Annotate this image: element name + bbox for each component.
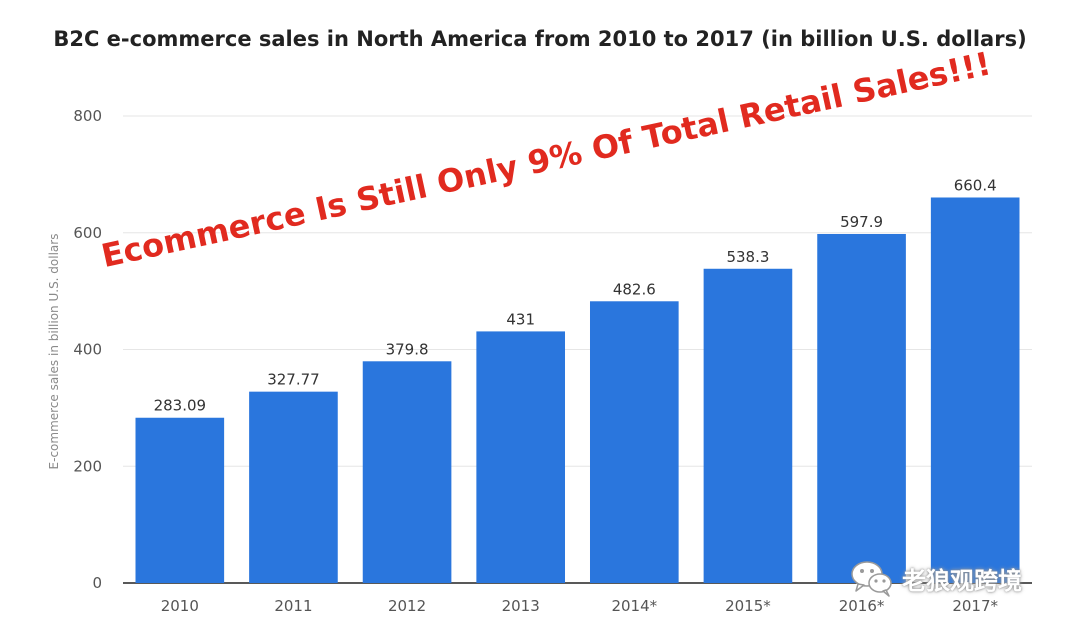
data-label: 538.3 xyxy=(726,248,769,266)
x-tick-label: 2015* xyxy=(725,597,771,615)
y-tick-label: 600 xyxy=(73,224,102,242)
bar xyxy=(930,197,1020,583)
data-label: 379.8 xyxy=(386,340,429,358)
data-label: 597.9 xyxy=(840,213,883,231)
bar xyxy=(589,301,679,583)
y-tick-label: 400 xyxy=(73,341,102,359)
data-label: 482.6 xyxy=(613,280,656,298)
data-label: 431 xyxy=(506,310,535,328)
bar xyxy=(703,268,793,583)
bar xyxy=(362,361,452,583)
x-tick-label: 2010 xyxy=(161,597,199,615)
x-tick-label: 2013 xyxy=(502,597,540,615)
x-tick-label: 2012 xyxy=(388,597,426,615)
y-tick-label: 0 xyxy=(92,574,102,592)
watermark-text: 老狼观跨境 xyxy=(902,566,1022,595)
x-tick-label: 2017* xyxy=(952,597,998,615)
data-label: 660.4 xyxy=(954,176,997,194)
bar xyxy=(249,391,338,583)
x-tick-label: 2016* xyxy=(839,597,885,615)
y-axis-title: E-commerce sales in billion U.S. dollars xyxy=(47,234,61,470)
y-tick-label: 200 xyxy=(73,457,102,475)
data-label: 283.09 xyxy=(154,397,207,415)
bar xyxy=(476,331,566,583)
data-label: 327.77 xyxy=(267,371,320,389)
x-tick-label: 2011 xyxy=(274,597,312,615)
y-tick-label: 800 xyxy=(73,107,102,125)
chart-title: B2C e-commerce sales in North America fr… xyxy=(53,27,1027,51)
bar xyxy=(135,417,225,583)
wechat-icon xyxy=(851,561,892,597)
bar xyxy=(817,233,906,583)
watermark: 老狼观跨境 xyxy=(850,558,1022,598)
x-tick-label: 2014* xyxy=(611,597,657,615)
